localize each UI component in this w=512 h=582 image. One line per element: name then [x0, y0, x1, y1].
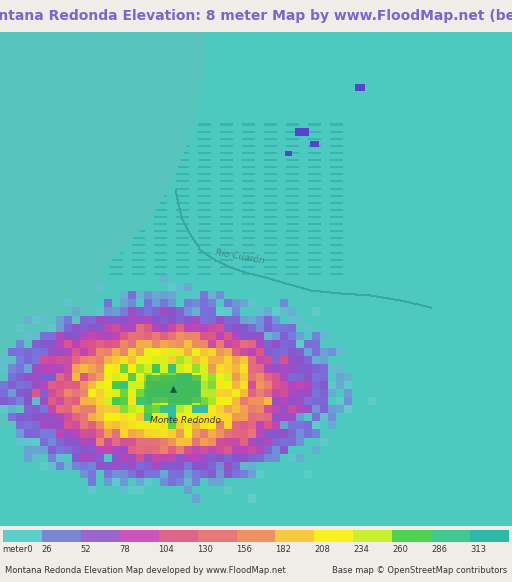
Text: 286: 286	[432, 545, 447, 554]
Bar	[198, 530, 237, 542]
Text: Montana Redonda Elevation Map developed by www.FloodMap.net: Montana Redonda Elevation Map developed …	[5, 566, 286, 576]
Text: 26: 26	[41, 545, 52, 554]
Text: 234: 234	[353, 545, 369, 554]
Text: Base map © OpenStreetMap contributors: Base map © OpenStreetMap contributors	[332, 566, 507, 576]
Bar	[41, 530, 80, 542]
Text: 260: 260	[393, 545, 409, 554]
Text: 78: 78	[119, 545, 130, 554]
Bar	[159, 530, 198, 542]
Bar	[471, 530, 509, 542]
Bar	[3, 530, 41, 542]
Bar	[314, 530, 353, 542]
Bar	[353, 530, 393, 542]
Text: 313: 313	[471, 545, 486, 554]
Text: 208: 208	[314, 545, 330, 554]
Text: meter0: meter0	[3, 545, 33, 554]
Text: 130: 130	[198, 545, 214, 554]
Text: 104: 104	[159, 545, 174, 554]
Bar	[119, 530, 159, 542]
Bar	[432, 530, 471, 542]
Text: Monte Redondo: Monte Redondo	[150, 416, 221, 424]
Bar	[275, 530, 314, 542]
Text: Rio Cuarón: Rio Cuarón	[215, 249, 265, 266]
Text: 52: 52	[80, 545, 91, 554]
Bar	[146, 375, 201, 403]
Bar	[393, 530, 432, 542]
Text: 156: 156	[237, 545, 252, 554]
Bar	[237, 530, 275, 542]
Bar	[80, 530, 119, 542]
Text: Montana Redonda Elevation: 8 meter Map by www.FloodMap.net (beta): Montana Redonda Elevation: 8 meter Map b…	[0, 9, 512, 23]
Text: 182: 182	[275, 545, 291, 554]
